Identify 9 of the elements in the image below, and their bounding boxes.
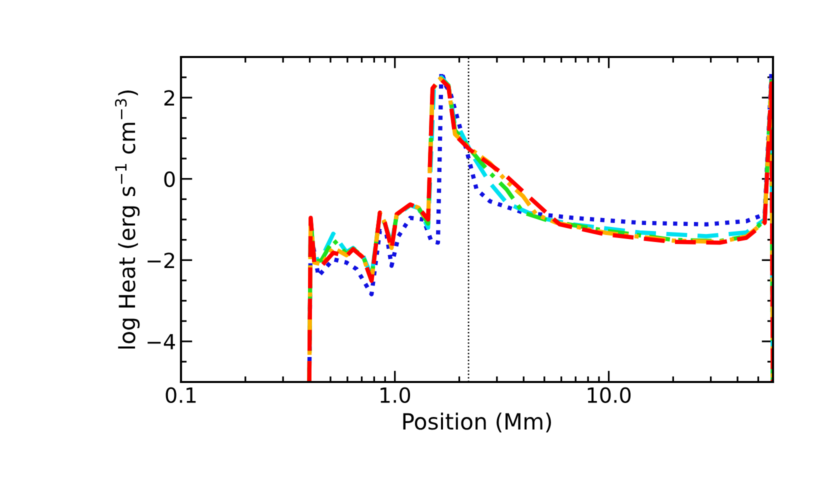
y-tick-label: −2: [148, 252, 174, 268]
x-axis-title: Position (Mm): [403, 412, 551, 432]
x-tick-label: 0.1: [166, 387, 196, 403]
x-tick-label: 1.0: [380, 387, 410, 403]
y-tick-label: 0: [164, 171, 175, 188]
y-axis-title: log Heat (erg s$^{−1}$ cm$^{−3}$): [114, 90, 140, 349]
y-tick-label: −4: [148, 334, 175, 350]
y-tick-label: 2: [164, 90, 174, 106]
x-tick-label: 10.0: [588, 387, 631, 403]
